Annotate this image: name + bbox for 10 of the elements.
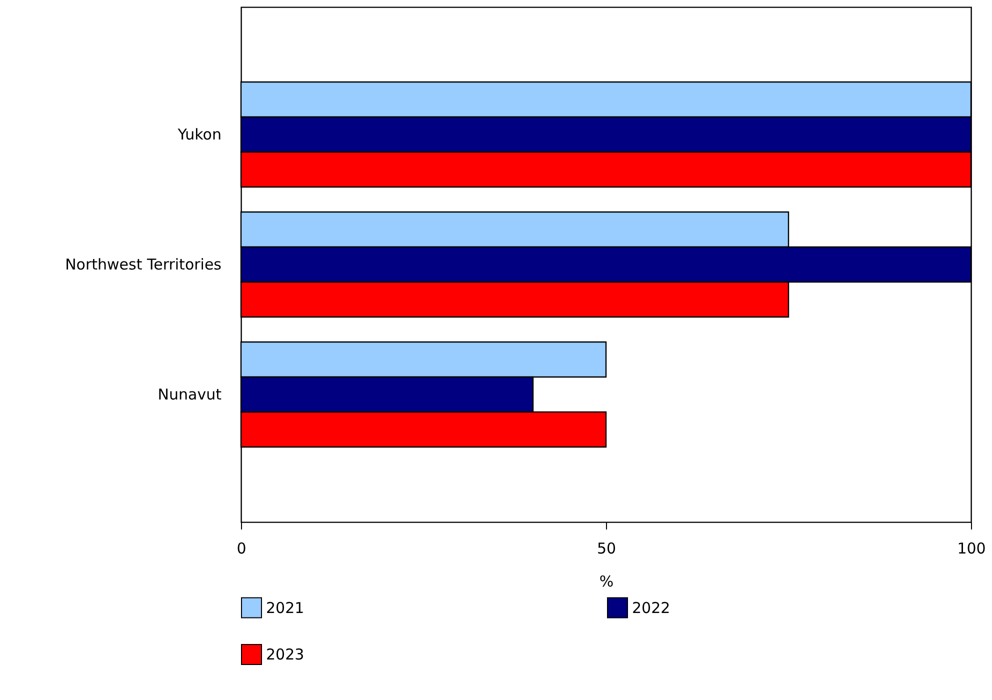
x-axis-title: % bbox=[599, 572, 614, 590]
y-tick-label: Nunavut bbox=[158, 385, 222, 404]
legend-label: 2023 bbox=[266, 646, 304, 664]
x-tick-label: 100 bbox=[957, 540, 986, 558]
x-tick-label: 0 bbox=[236, 540, 246, 558]
x-tick-label: 50 bbox=[596, 540, 616, 558]
y-tick-label: Yukon bbox=[176, 126, 222, 144]
legend-label: 2021 bbox=[266, 598, 304, 617]
legend-label: 2022 bbox=[632, 598, 670, 617]
y-tick-label: Northwest Territories bbox=[65, 256, 222, 274]
